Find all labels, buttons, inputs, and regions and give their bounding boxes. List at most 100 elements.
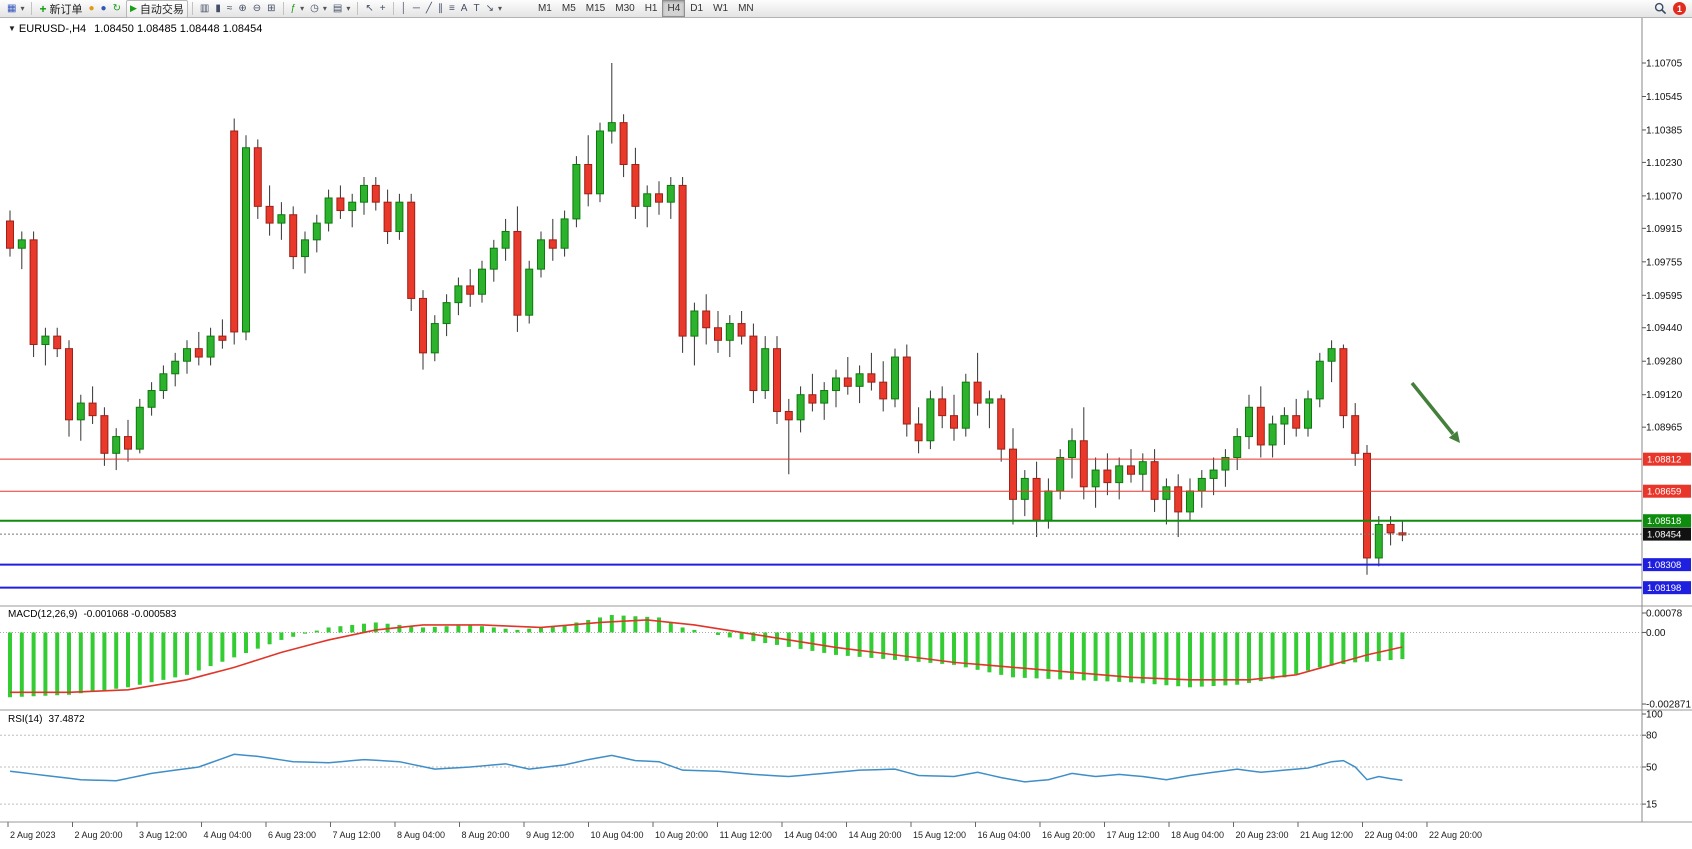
zoom-in-icon: ⊕ — [238, 2, 247, 14]
svg-text:1.08308: 1.08308 — [1647, 560, 1681, 571]
chevron-down-icon: ▾ — [497, 4, 502, 13]
label-tool-button[interactable]: T — [470, 1, 482, 17]
time-tick-label: 22 Aug 20:00 — [1429, 830, 1482, 840]
chevron-down-icon: ▾ — [300, 4, 305, 13]
arrows-tool-button[interactable]: ↘ ▾ — [483, 1, 505, 17]
time-tick-label: 22 Aug 04:00 — [1365, 830, 1418, 840]
price-tick-label: 1.10545 — [1646, 92, 1683, 103]
candlestick-icon: ▮ — [215, 2, 221, 14]
chevron-down-icon: ▾ — [346, 4, 351, 13]
time-tick-label: 2 Aug 20:00 — [75, 830, 123, 840]
tile-windows-icon: ⊞ — [267, 2, 276, 14]
crosshair-icon: + — [379, 2, 386, 14]
svg-text:1.08659: 1.08659 — [1647, 487, 1681, 498]
time-axis: 2 Aug 2023 2 Aug 20:00 3 Aug 12:00 4 Aug 04… — [7, 822, 1482, 840]
periods-button[interactable]: ◷ ▾ — [307, 1, 330, 17]
expert-advisors-button[interactable]: ● — [85, 1, 97, 17]
play-icon: ▶ — [129, 3, 137, 13]
time-tick-label: 8 Aug 04:00 — [397, 830, 445, 840]
time-tick-label: 14 Aug 20:00 — [849, 830, 902, 840]
time-tick-label: 3 Aug 12:00 — [139, 830, 187, 840]
indicators-button[interactable]: ƒ ▾ — [288, 1, 308, 17]
tf-m1-button[interactable]: M1 — [537, 3, 552, 14]
rsi-axis-label: 15 — [1646, 800, 1658, 811]
svg-text:1.08812: 1.08812 — [1647, 455, 1681, 466]
market-watch-button[interactable]: ● — [98, 1, 110, 17]
tf-w1-button[interactable]: W1 — [713, 3, 729, 14]
chart-window-icon: ▦ — [7, 2, 17, 14]
macd-axis-label: -0.002871 — [1646, 700, 1691, 711]
channel-button[interactable]: ∥ — [435, 1, 446, 17]
toolbar-separator — [357, 2, 359, 15]
template-icon: ▤ — [332, 2, 343, 14]
line-chart-icon: ≈ — [226, 2, 233, 14]
price-tick-label: 1.09915 — [1646, 224, 1683, 235]
trendline-button[interactable]: ╱ — [423, 1, 435, 17]
zoom-out-button[interactable]: ⊖ — [250, 1, 264, 17]
time-tick-label: 15 Aug 12:00 — [913, 830, 966, 840]
fibonacci-icon: ≡ — [448, 2, 455, 14]
time-tick-label: 9 Aug 12:00 — [526, 830, 574, 840]
price-badge: 1.08518 — [1643, 514, 1691, 528]
annotation-arrow[interactable] — [1410, 381, 1460, 443]
time-tick-label: 17 Aug 12:00 — [1107, 830, 1160, 840]
tf-h1-button[interactable]: H1 — [644, 3, 658, 14]
vertical-line-icon: │ — [400, 2, 407, 14]
time-tick-label: 16 Aug 20:00 — [1042, 830, 1095, 840]
arrow-tool-icon: ↘ — [485, 2, 494, 14]
tf-m30-button[interactable]: M30 — [615, 3, 635, 14]
horizontal-price-lines — [0, 458, 1642, 589]
text-icon: A — [460, 2, 468, 14]
tf-mn-button[interactable]: MN — [738, 3, 754, 14]
svg-text:1.08454: 1.08454 — [1647, 530, 1681, 541]
chart-canvas[interactable]: 1.10705 1.10545 1.10385 1.10230 1.10070 1.099… — [0, 18, 1692, 849]
macd-axis-label: 0.00 — [1646, 628, 1666, 639]
text-tool-button[interactable]: A — [458, 1, 471, 17]
channel-icon: ∥ — [437, 2, 443, 14]
indicators-icon: ƒ — [290, 2, 297, 14]
svg-text:1.08198: 1.08198 — [1647, 583, 1681, 594]
crosshair-button[interactable]: + — [377, 1, 389, 17]
price-tick-label: 1.08965 — [1646, 423, 1683, 434]
tf-m15-button[interactable]: M15 — [585, 3, 606, 14]
search-icon[interactable] — [1654, 2, 1667, 15]
time-tick-label: 8 Aug 20:00 — [462, 830, 510, 840]
vertical-line-button[interactable]: │ — [398, 1, 410, 17]
refresh-button[interactable]: ↻ — [110, 1, 124, 17]
macd-axis-label: 0.00078 — [1646, 608, 1683, 619]
notification-badge[interactable]: 1 — [1673, 2, 1686, 15]
price-badge: 1.08812 — [1643, 452, 1691, 466]
bar-chart-button[interactable]: ▥ — [197, 1, 212, 17]
price-badge: 1.08198 — [1643, 581, 1691, 595]
price-tick-label: 1.09440 — [1646, 323, 1683, 334]
rsi-line — [9, 753, 1403, 783]
autotrading-label: 自动交易 — [139, 3, 184, 16]
toolbar-separator — [392, 2, 394, 15]
new-chart-button[interactable]: ▦ ▾ — [4, 1, 27, 17]
price-tick-label: 1.10070 — [1646, 191, 1683, 202]
line-chart-button[interactable]: ≈ — [224, 1, 236, 17]
horizontal-line-button[interactable]: ─ — [410, 1, 423, 17]
horizontal-line-icon: ─ — [412, 2, 420, 14]
time-tick-label: 10 Aug 04:00 — [591, 830, 644, 840]
tf-m5-button[interactable]: M5 — [561, 3, 576, 14]
time-tick-label: 14 Aug 04:00 — [784, 830, 837, 840]
zoom-out-icon: ⊖ — [252, 2, 262, 14]
fibonacci-button[interactable]: ≡ — [446, 1, 458, 17]
price-badge: 1.08454 — [1643, 527, 1691, 541]
tile-windows-button[interactable]: ⊞ — [264, 1, 278, 17]
chevron-down-icon: ▾ — [20, 4, 25, 13]
rsi-axis-label: 50 — [1646, 763, 1658, 774]
zoom-in-button[interactable]: ⊕ — [235, 1, 249, 17]
candlestick-chart-button[interactable]: ▮ — [212, 1, 224, 17]
price-tick-label: 1.10705 — [1646, 58, 1683, 69]
time-tick-label: 6 Aug 23:00 — [268, 830, 316, 840]
tf-d1-button[interactable]: D1 — [690, 3, 704, 14]
autotrading-button[interactable]: ▶ 自动交易 — [125, 0, 188, 18]
cursor-button[interactable]: ↖ — [362, 1, 376, 17]
plus-icon: + — [39, 1, 47, 16]
new-order-button[interactable]: + 新订单 — [36, 1, 85, 17]
tf-h4-button[interactable]: H4 — [662, 0, 686, 17]
templates-button[interactable]: ▤ ▾ — [330, 1, 353, 17]
